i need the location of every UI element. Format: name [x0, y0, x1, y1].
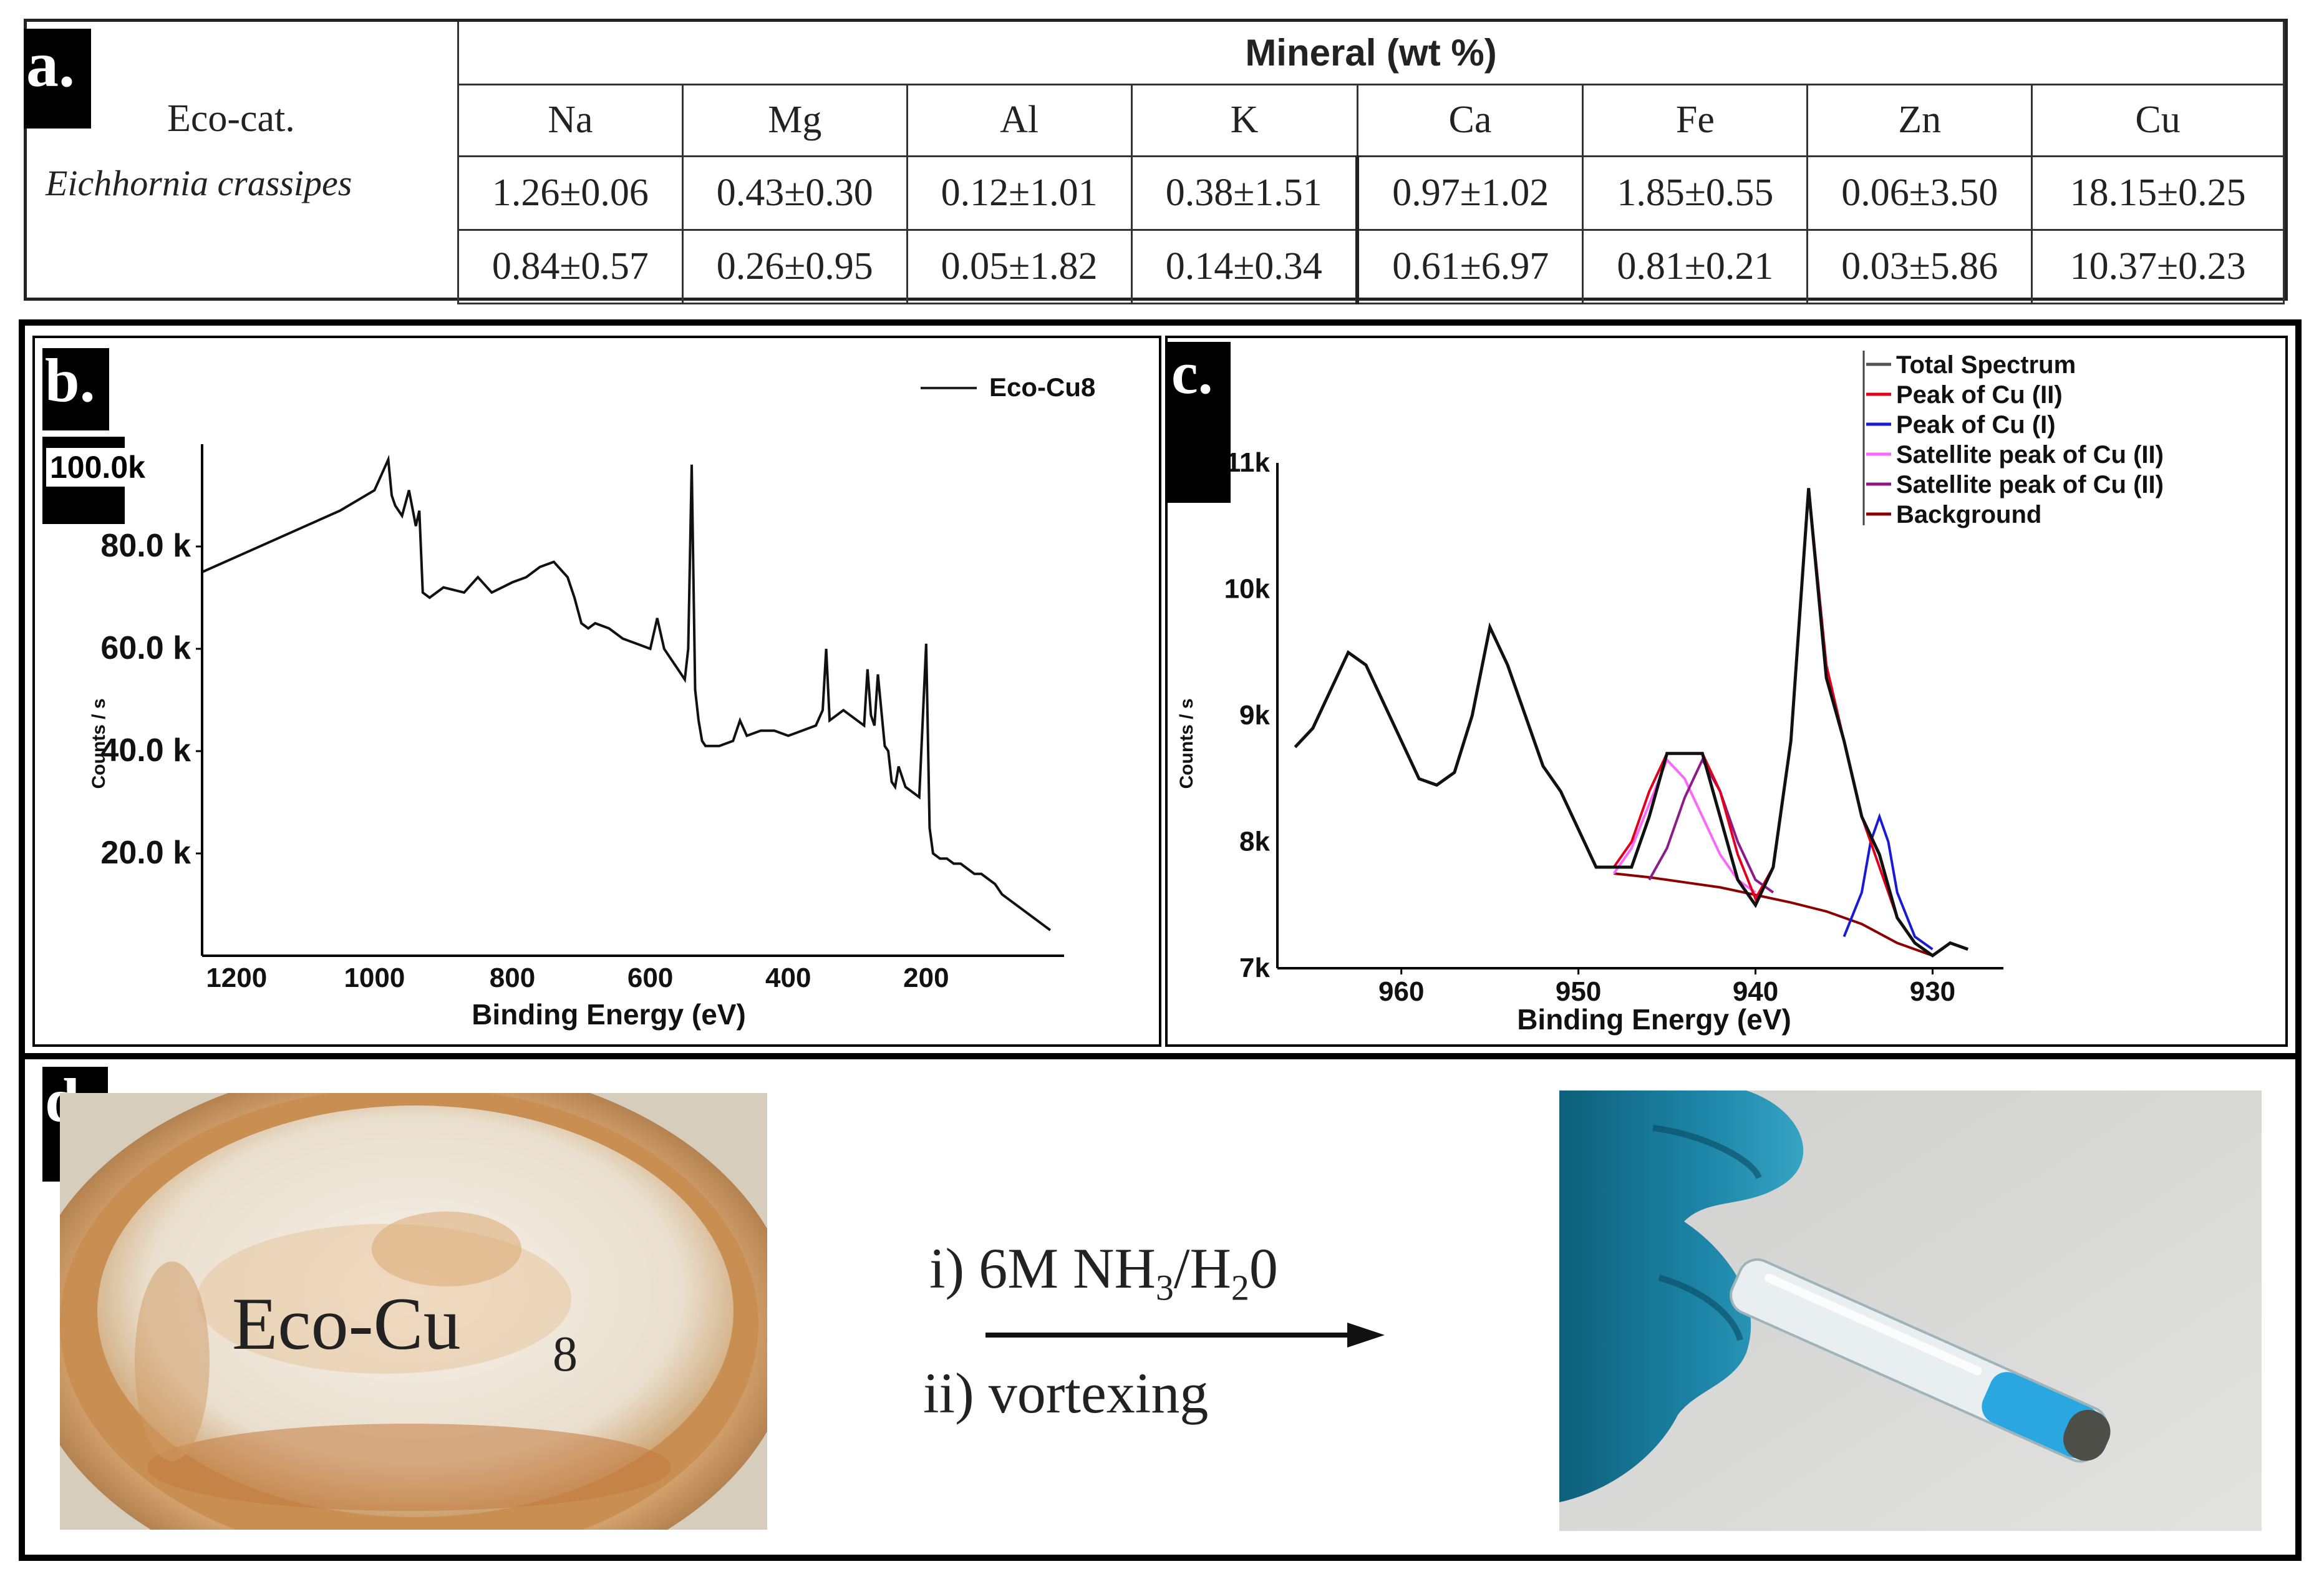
eco-cu8-photo: Eco-Cu 8 — [60, 1093, 767, 1530]
table-cell: 0.84±0.57 — [457, 228, 684, 304]
panel-c-label: c. — [1168, 342, 1231, 503]
x-tick-label: 960 — [1378, 976, 1424, 1007]
column-header-cu: Cu — [2031, 83, 2285, 157]
panel-c — [1165, 336, 2288, 1047]
legend-label: Eco-Cu8 — [989, 372, 1095, 402]
vial-photo — [1559, 1091, 2262, 1531]
table-cell: 1.26±0.06 — [457, 155, 684, 231]
series-line-4 — [1648, 757, 1774, 894]
eco-cu8-subscript: 8 — [553, 1327, 578, 1382]
y-tick-label: 20.0 k — [100, 835, 191, 871]
x-tick-label: 950 — [1556, 976, 1601, 1007]
table-cell: 10.37±0.23 — [2031, 228, 2285, 304]
legend-label: Background — [1896, 501, 2041, 528]
eco-cu8-text: Eco-Cu — [232, 1282, 461, 1365]
reaction-arrow — [985, 1323, 1385, 1348]
cu2p-spectrum-chart: 7k 8k 9k 10k 11k 960 950 940 930 Total Spectrum… — [1176, 351, 2164, 1036]
legend-label: Satellite peak of Cu (II) — [1896, 471, 2164, 498]
legend-label: Total Spectrum — [1896, 351, 2076, 379]
table-cell: 1.85±0.55 — [1582, 155, 1809, 231]
column-header-ca: Ca — [1356, 83, 1584, 157]
panel-b-label: b. — [42, 348, 109, 430]
table-cell: 0.43±0.30 — [681, 155, 908, 231]
series-line-0 — [1294, 488, 1969, 958]
table-cell: 0.03±5.86 — [1806, 228, 2033, 304]
y-tick-label: 10k — [1224, 574, 1271, 605]
table-cell: 0.05±1.82 — [906, 228, 1133, 304]
y-tick-label: 7k — [1239, 953, 1270, 983]
divider — [19, 1053, 2302, 1059]
eco-cat-header: Eco-cat. — [27, 22, 459, 156]
table-cell: 0.12±1.01 — [906, 155, 1133, 231]
mineral-group-header: Mineral (wt %) — [457, 22, 2285, 85]
species-name: Eichhornia crassipes — [27, 156, 459, 230]
step-1: i) 6M NH3/H20 — [929, 1236, 1278, 1308]
x-tick-label: 600 — [627, 963, 673, 993]
x-tick-label: 400 — [765, 963, 811, 993]
y-tick-label: 11k — [1226, 447, 1271, 478]
x-axis-title: Binding Energy (eV) — [472, 998, 746, 1031]
series-line-3 — [1612, 757, 1756, 894]
y-tick-label: 8k — [1239, 827, 1270, 857]
x-tick-label: 1000 — [344, 963, 405, 993]
y-axis-title: Counts / s — [1176, 698, 1197, 789]
step-2: ii) vortexing — [923, 1361, 1209, 1425]
y-tick-label: 9k — [1239, 700, 1270, 731]
gloved-hand-vial-drawing — [1559, 1091, 2262, 1531]
y-tick-top: 100.0k — [46, 448, 149, 487]
x-tick-label: 940 — [1733, 976, 1778, 1007]
petri-dish-drawing: Eco-Cu 8 — [60, 1093, 767, 1530]
x-tick-label: 200 — [903, 963, 949, 993]
column-header-al: Al — [906, 83, 1133, 157]
table-cell: 0.97±1.02 — [1355, 155, 1584, 231]
legend-label: Peak of Cu (I) — [1896, 411, 2056, 439]
x-axis-title: Binding Energy (eV) — [1517, 1003, 1791, 1036]
table-cell: 0.81±0.21 — [1582, 228, 1809, 304]
table-cell: 0.06±3.50 — [1806, 155, 2033, 231]
column-header-mg: Mg — [681, 83, 908, 157]
x-tick-label: 1200 — [206, 963, 267, 993]
y-tick-label: 80.0 k — [100, 528, 191, 564]
panel-b — [32, 336, 1161, 1047]
blue-glove — [1559, 1091, 1804, 1502]
table-cell: 0.38±1.51 — [1130, 155, 1358, 231]
series-line-2 — [1842, 812, 1934, 951]
column-header-zn: Zn — [1806, 83, 2033, 157]
y-tick-label: 60.0 k — [100, 630, 191, 666]
series-line-1 — [1612, 488, 1934, 957]
y-tick-label: 40.0 k — [100, 732, 191, 769]
vial — [1730, 1258, 2111, 1463]
legend-label: Peak of Cu (II) — [1896, 381, 2063, 409]
mineral-table: Eco-cat. Mineral (wt %) Na Mg Al K Ca Fe Zn Cu … — [24, 19, 2288, 304]
table-cell: 0.61±6.97 — [1355, 228, 1584, 304]
table-cell: 0.14±0.34 — [1130, 228, 1358, 304]
table-cell: 0.26±0.95 — [681, 228, 908, 304]
x-tick-label: 930 — [1910, 976, 1955, 1007]
survey-spectrum-chart: 20.0 k 40.0 k 60.0 k 80.0 k 1200 1000 800 600 4… — [89, 372, 1095, 1031]
y-axis-title: Counts / s — [89, 698, 109, 789]
column-header-k: K — [1130, 83, 1358, 157]
legend-label: Satellite peak of Cu (II) — [1896, 441, 2164, 469]
panel-a-label: a. — [24, 29, 91, 129]
column-header-na: Na — [457, 83, 684, 157]
series-line-5 — [1614, 872, 1934, 957]
survey-series-line — [201, 454, 1052, 931]
table-cell: 18.15±0.25 — [2031, 155, 2285, 231]
column-header-fe: Fe — [1582, 83, 1809, 157]
x-tick-label: 800 — [490, 963, 535, 993]
